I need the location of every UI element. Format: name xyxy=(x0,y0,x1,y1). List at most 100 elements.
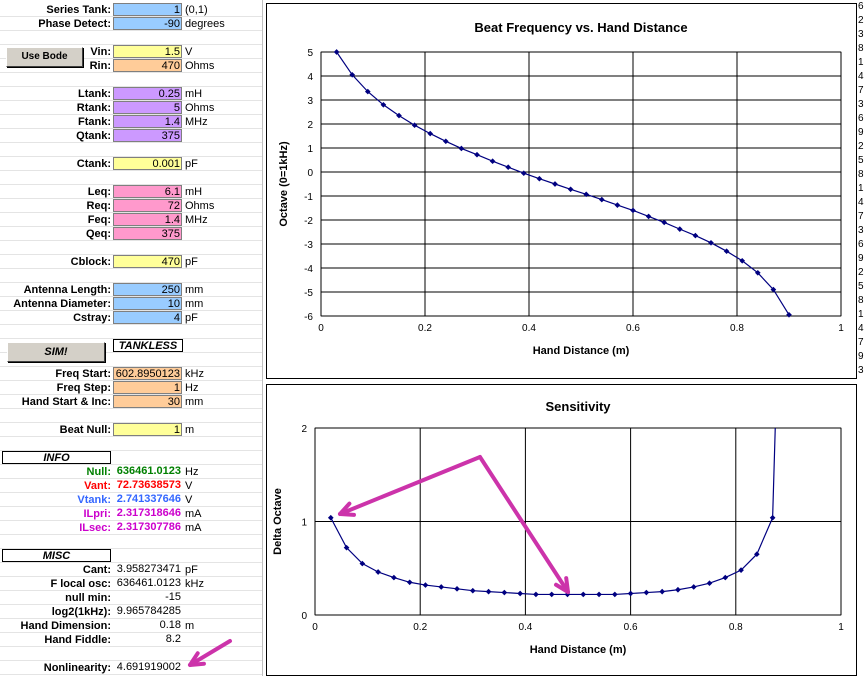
data-point xyxy=(675,586,681,593)
param-value[interactable]: 6.1 xyxy=(113,185,182,198)
cell-gridline xyxy=(0,198,262,199)
right-cell: 1 xyxy=(858,309,864,320)
param-value[interactable]: 2.741337646 xyxy=(116,493,181,505)
param-label: Qtank: xyxy=(76,130,111,142)
param-value[interactable]: 5 xyxy=(113,101,182,114)
param-value[interactable]: 470 xyxy=(113,255,182,268)
param-unit: pF xyxy=(185,312,198,324)
cell-gridline xyxy=(0,30,262,31)
param-label: Hand Fiddle: xyxy=(44,634,111,646)
param-row-top: Series Tank: 1 (0,1) xyxy=(0,3,262,17)
param-value[interactable]: 10 xyxy=(113,297,182,310)
sensitivity-chart[interactable]: Sensitivity 0 0.2 0.4 0.6 0.8 1 2 1 0 Hand Distanc… xyxy=(266,384,857,676)
param-value[interactable]: 0.001 xyxy=(113,157,182,170)
beat-frequency-chart[interactable]: Beat Frequency vs. Hand Distance 0 0.2 0.4 0… xyxy=(266,3,857,379)
param-value[interactable]: 602.8950123 xyxy=(113,367,182,380)
y-tick-label: -6 xyxy=(304,312,313,323)
cell-gridline xyxy=(0,142,262,143)
y-tick-label: -5 xyxy=(304,288,313,299)
cell-gridline xyxy=(0,296,262,297)
right-cell: 2 xyxy=(858,15,864,26)
param-label: Qeq: xyxy=(85,228,111,240)
param-value[interactable]: 1.5 xyxy=(113,45,182,58)
param-value[interactable]: 375 xyxy=(113,129,182,142)
param-label: Null: xyxy=(86,466,111,478)
param-value[interactable]: 30 xyxy=(113,395,182,408)
info-row: Null: 636461.0123 Hz xyxy=(0,465,262,479)
right-cell: 6 xyxy=(858,1,864,12)
chart-title: Beat Frequency vs. Hand Distance xyxy=(474,20,687,35)
data-point xyxy=(580,591,587,598)
beat-null-row: Beat Null: 1 m xyxy=(0,423,262,437)
param-value[interactable]: 3.958273471 xyxy=(116,563,181,575)
param-value[interactable]: 8.2 xyxy=(165,633,181,645)
sim-button[interactable]: SIM! xyxy=(7,342,105,362)
right-cell: 9 xyxy=(858,253,864,264)
misc-row: Hand Fiddle: 8.2 xyxy=(0,633,262,647)
param-value[interactable]: 4.691919002 xyxy=(116,661,181,673)
param-value[interactable]: 0.18 xyxy=(159,619,181,631)
right-cell: 3 xyxy=(858,225,864,236)
param-value[interactable]: 1 xyxy=(113,423,182,436)
param-unit: mm xyxy=(185,396,204,408)
param-value[interactable]: 636461.0123 xyxy=(116,577,181,589)
param-value[interactable]: 470 xyxy=(113,59,182,72)
param-unit: Ohms xyxy=(185,60,215,72)
param-value[interactable]: 1 xyxy=(113,381,182,394)
param-value[interactable]: 1 xyxy=(113,3,182,16)
cell-gridline xyxy=(0,450,262,451)
cell-gridline xyxy=(0,646,262,647)
data-point xyxy=(769,514,776,521)
cell-gridline xyxy=(0,674,262,675)
param-unit: mA xyxy=(185,522,202,534)
param-value[interactable]: 375 xyxy=(113,227,182,240)
misc-header: MISC xyxy=(2,549,111,562)
right-cell: 8 xyxy=(858,295,864,306)
param-value[interactable]: 1.4 xyxy=(113,115,182,128)
data-point xyxy=(708,239,714,246)
series-line xyxy=(336,51,790,316)
x-tick-label: 0.4 xyxy=(518,622,532,633)
misc-row: log2(1kHz): 9.965784285 xyxy=(0,605,262,619)
cell-gridline xyxy=(0,534,262,535)
param-value[interactable]: 0.25 xyxy=(113,87,182,100)
equiv-row: Qeq: 375 xyxy=(0,227,262,241)
sim-row: Freq Start: 602.8950123 kHz xyxy=(0,367,262,381)
y-tick-label: 5 xyxy=(307,48,313,59)
x-axis-label: Hand Distance (m) xyxy=(530,644,627,656)
param-value[interactable]: 2.317318646 xyxy=(116,507,181,519)
y-tick-label: 1 xyxy=(301,518,307,529)
param-label: ILpri: xyxy=(83,508,112,520)
param-value[interactable]: -15 xyxy=(165,591,181,603)
cell-gridline xyxy=(0,114,262,115)
cell-gridline xyxy=(0,590,262,591)
cell-gridline xyxy=(0,408,262,409)
param-label: Phase Detect: xyxy=(38,18,111,30)
y-axis-label: Octave (0=1kHz) xyxy=(278,141,290,227)
cell-gridline xyxy=(0,436,262,437)
x-tick-label: 0.6 xyxy=(624,622,638,633)
param-value[interactable]: 1.4 xyxy=(113,213,182,226)
use-bode-button[interactable]: Use Bode xyxy=(6,47,83,67)
info-row: ILpri: 2.317318646 mA xyxy=(0,507,262,521)
param-label: Leq: xyxy=(87,186,111,198)
param-value[interactable]: 250 xyxy=(113,283,182,296)
y-tick-label: -1 xyxy=(304,192,313,203)
param-label: Nonlinearity: xyxy=(43,662,111,674)
param-value[interactable]: -90 xyxy=(113,17,182,30)
param-value[interactable]: 636461.0123 xyxy=(116,465,181,477)
param-value[interactable]: 2.317307786 xyxy=(116,521,181,533)
data-point xyxy=(583,191,590,198)
right-cell: 2 xyxy=(858,141,864,152)
param-label: Cblock: xyxy=(70,256,111,268)
param-label: null min: xyxy=(65,592,111,604)
right-cell: 7 xyxy=(858,211,864,222)
y-tick-label: 0 xyxy=(307,168,313,179)
param-value[interactable]: 9.965784285 xyxy=(116,605,181,617)
param-value[interactable]: 72 xyxy=(113,199,182,212)
data-point xyxy=(611,591,618,598)
data-point xyxy=(411,122,418,129)
param-value[interactable]: 72.73638573 xyxy=(116,479,181,491)
param-value[interactable]: 4 xyxy=(113,311,182,324)
param-unit: m xyxy=(185,424,195,436)
